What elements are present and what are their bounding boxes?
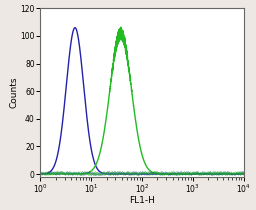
X-axis label: FL1-H: FL1-H — [129, 196, 155, 205]
Y-axis label: Counts: Counts — [10, 77, 19, 108]
